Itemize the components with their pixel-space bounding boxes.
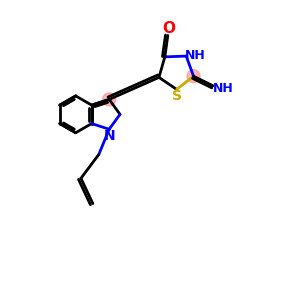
- Text: NH: NH: [213, 82, 234, 94]
- Circle shape: [103, 93, 116, 106]
- Text: O: O: [163, 20, 176, 35]
- Circle shape: [187, 70, 200, 83]
- Text: NH: NH: [185, 49, 206, 62]
- Text: N: N: [103, 129, 115, 143]
- Text: S: S: [172, 89, 182, 103]
